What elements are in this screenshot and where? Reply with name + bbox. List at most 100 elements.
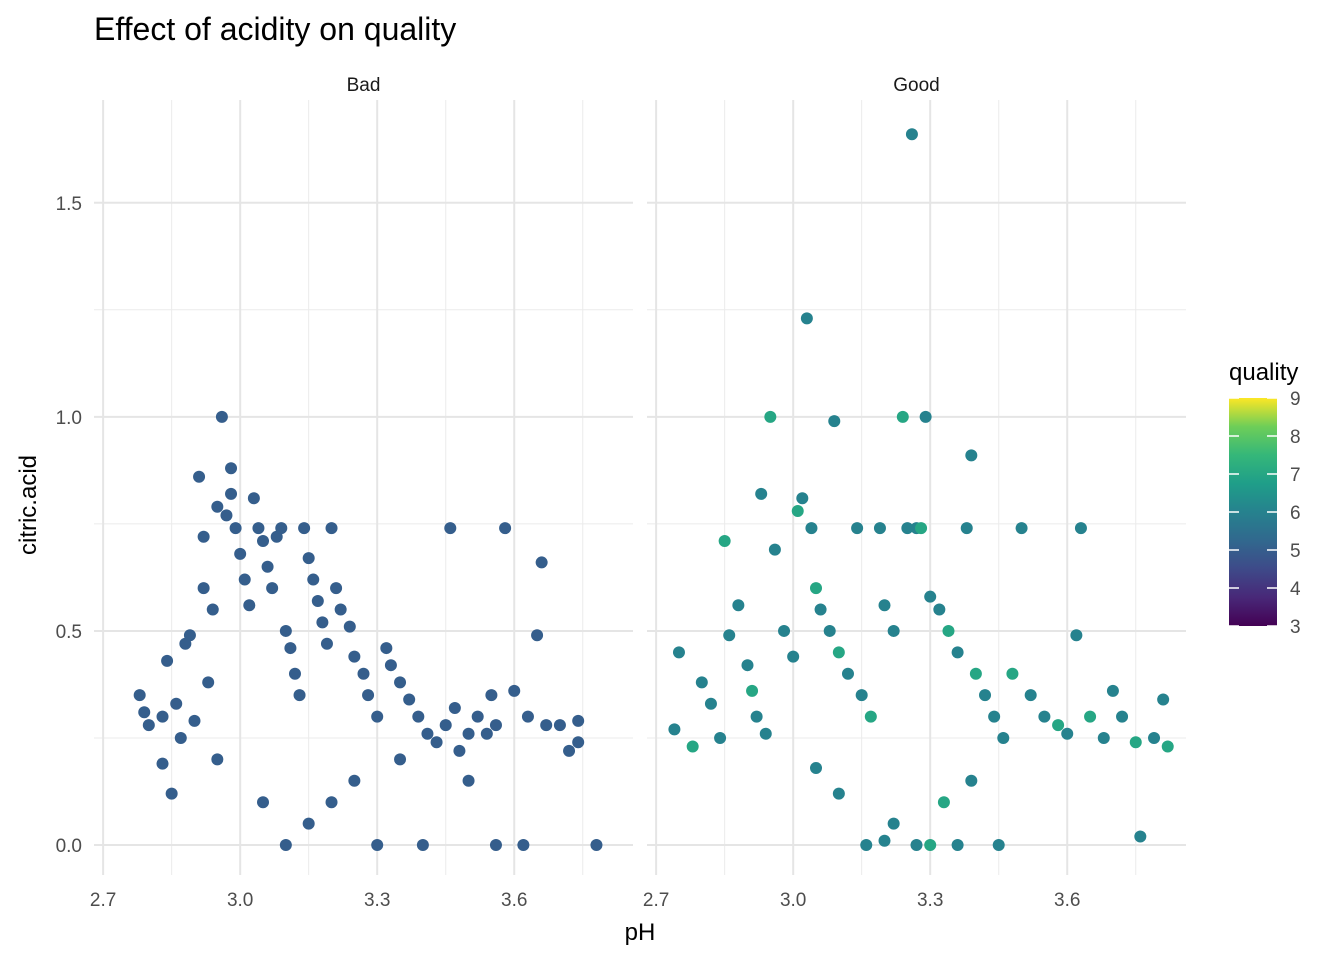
- data-point: [851, 522, 864, 535]
- data-point: [266, 582, 279, 595]
- data-point: [142, 719, 155, 732]
- data-point: [805, 522, 818, 535]
- data-point: [563, 744, 576, 757]
- y-tick-label: 1.5: [56, 194, 82, 215]
- data-point: [1097, 731, 1110, 744]
- data-point: [1134, 830, 1147, 843]
- data-point: [330, 582, 343, 595]
- x-tick-label: 3.0: [227, 890, 253, 911]
- data-point: [755, 487, 768, 500]
- data-point: [394, 753, 407, 766]
- data-point: [759, 727, 772, 740]
- chart-title: Effect of acidity on quality: [94, 11, 456, 47]
- data-point: [750, 710, 763, 723]
- data-point: [220, 509, 233, 522]
- data-point: [535, 556, 548, 569]
- data-point: [741, 659, 754, 672]
- data-point: [855, 689, 868, 702]
- data-point: [1148, 731, 1161, 744]
- x-tick-label: 3.3: [917, 890, 943, 911]
- data-point: [499, 522, 512, 535]
- data-point: [841, 667, 854, 680]
- y-tick-label: 1.0: [56, 408, 82, 429]
- data-point: [1052, 719, 1065, 732]
- data-point: [951, 646, 964, 659]
- legend-label: 9: [1290, 389, 1301, 410]
- data-point: [156, 757, 169, 770]
- data-point: [864, 710, 877, 723]
- data-point: [371, 710, 384, 723]
- data-point: [1116, 710, 1129, 723]
- data-point: [334, 603, 347, 616]
- data-point: [453, 744, 466, 757]
- data-point: [225, 462, 238, 475]
- data-point: [704, 697, 717, 710]
- data-point: [234, 547, 247, 560]
- data-point: [197, 530, 210, 543]
- data-point: [362, 689, 375, 702]
- data-point: [791, 505, 804, 518]
- data-point: [937, 796, 950, 809]
- data-point: [279, 624, 292, 637]
- data-point: [1038, 710, 1051, 723]
- facet-panel-bad: Bad 2.7 3.0 3.3 3.6 0.0 0.5 1.0 1.5: [56, 75, 633, 911]
- data-point: [901, 522, 914, 535]
- data-point: [896, 410, 909, 423]
- legend-label: 4: [1290, 579, 1301, 600]
- data-point: [768, 543, 781, 556]
- data-point: [714, 731, 727, 744]
- data-point: [1006, 667, 1019, 680]
- data-point: [275, 522, 288, 535]
- data-point: [915, 522, 928, 535]
- data-point: [960, 522, 973, 535]
- data-point: [316, 616, 329, 629]
- data-point: [293, 689, 306, 702]
- data-point: [979, 689, 992, 702]
- data-point: [311, 594, 324, 607]
- x-tick-label: 3.6: [1054, 890, 1080, 911]
- data-point: [810, 761, 823, 774]
- data-point: [298, 522, 311, 535]
- data-point: [325, 522, 338, 535]
- data-point: [969, 667, 982, 680]
- data-point: [444, 522, 457, 535]
- data-point: [668, 723, 681, 736]
- data-point: [257, 796, 270, 809]
- data-point: [412, 710, 425, 723]
- facet-panel-good: Good 2.7 3.0 3.3 3.6: [643, 75, 1186, 911]
- data-point: [257, 535, 270, 548]
- data-point: [695, 676, 708, 689]
- data-point: [416, 839, 429, 852]
- x-tick-label: 2.7: [643, 890, 669, 911]
- legend-label: 5: [1290, 541, 1301, 562]
- data-point: [211, 753, 224, 766]
- data-point: [471, 710, 484, 723]
- data-point: [202, 676, 215, 689]
- x-tick-label: 2.7: [90, 890, 116, 911]
- data-point: [531, 629, 544, 642]
- data-point: [810, 582, 823, 595]
- y-axis-title: citric.acid: [15, 455, 42, 555]
- data-point: [508, 684, 521, 697]
- data-point: [489, 719, 502, 732]
- data-point: [796, 492, 809, 505]
- data-point: [174, 731, 187, 744]
- data-point: [206, 603, 219, 616]
- data-point: [878, 599, 891, 612]
- data-point: [718, 535, 731, 548]
- data-point: [951, 839, 964, 852]
- legend-label: 8: [1290, 427, 1301, 448]
- data-point: [723, 629, 736, 642]
- data-point: [394, 676, 407, 689]
- data-point: [1157, 693, 1170, 706]
- data-point: [590, 839, 603, 852]
- data-point: [279, 839, 292, 852]
- x-axis-title: pH: [625, 919, 656, 946]
- data-point: [197, 582, 210, 595]
- data-point: [823, 624, 836, 637]
- data-point: [348, 650, 361, 663]
- data-point: [225, 487, 238, 500]
- data-point: [572, 736, 585, 749]
- data-point: [302, 552, 315, 565]
